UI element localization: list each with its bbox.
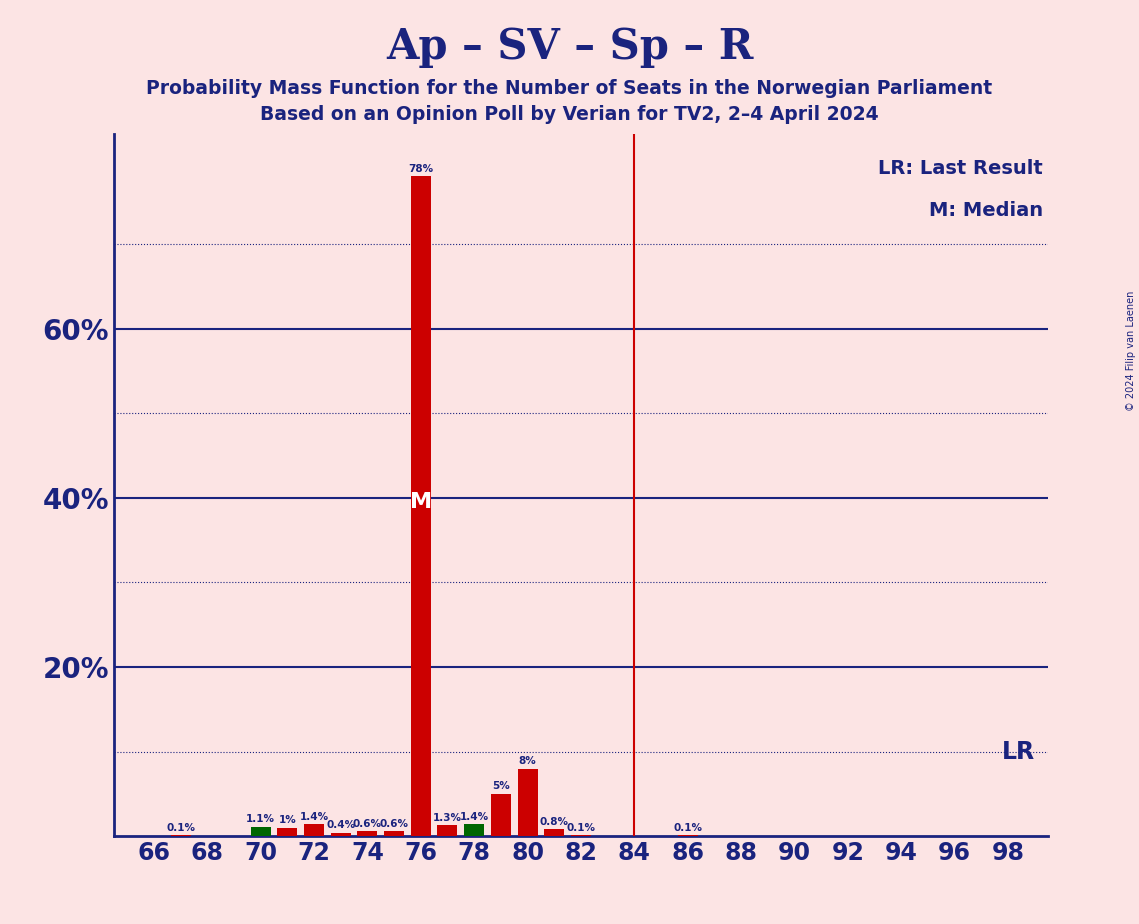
Text: M: M xyxy=(410,492,432,512)
Bar xyxy=(411,176,431,836)
Bar xyxy=(491,794,511,836)
Text: 0.1%: 0.1% xyxy=(673,823,702,833)
Text: 0.8%: 0.8% xyxy=(540,817,568,827)
Bar xyxy=(544,830,564,836)
Text: 5%: 5% xyxy=(492,782,510,791)
Text: 78%: 78% xyxy=(408,164,433,174)
Text: M: Median: M: Median xyxy=(929,201,1043,220)
Text: 1.1%: 1.1% xyxy=(246,814,276,824)
Bar xyxy=(384,832,404,836)
Text: LR: Last Result: LR: Last Result xyxy=(878,159,1043,177)
Text: Based on an Opinion Poll by Verian for TV2, 2–4 April 2024: Based on an Opinion Poll by Verian for T… xyxy=(260,105,879,125)
Bar xyxy=(465,824,484,836)
Bar xyxy=(330,833,351,836)
Text: 0.6%: 0.6% xyxy=(379,819,409,829)
Bar xyxy=(517,769,538,836)
Text: 1.3%: 1.3% xyxy=(433,813,462,822)
Bar xyxy=(304,824,325,836)
Bar xyxy=(437,825,458,836)
Bar xyxy=(251,827,271,836)
Text: 8%: 8% xyxy=(518,756,536,766)
Text: 0.6%: 0.6% xyxy=(353,819,382,829)
Text: Ap – SV – Sp – R: Ap – SV – Sp – R xyxy=(386,26,753,67)
Text: © 2024 Filip van Laenen: © 2024 Filip van Laenen xyxy=(1126,291,1136,411)
Text: LR: LR xyxy=(1001,739,1034,763)
Text: Probability Mass Function for the Number of Seats in the Norwegian Parliament: Probability Mass Function for the Number… xyxy=(147,79,992,98)
Text: 1%: 1% xyxy=(278,815,296,825)
Bar xyxy=(278,828,297,836)
Text: 1.4%: 1.4% xyxy=(300,812,328,821)
Bar xyxy=(358,832,377,836)
Text: 0.1%: 0.1% xyxy=(166,823,195,833)
Text: 1.4%: 1.4% xyxy=(460,812,489,821)
Text: 0.1%: 0.1% xyxy=(566,823,596,833)
Text: 0.4%: 0.4% xyxy=(326,821,355,831)
